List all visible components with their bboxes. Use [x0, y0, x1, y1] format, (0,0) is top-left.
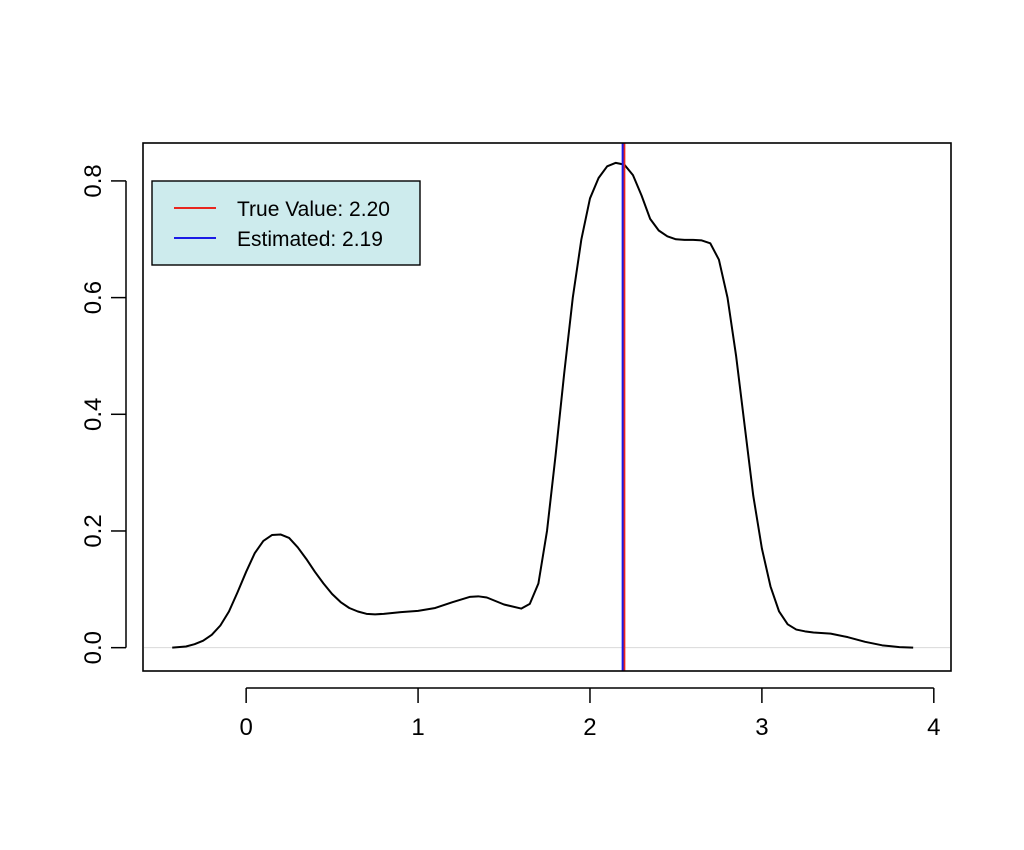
density-curve: [172, 161, 914, 649]
y-tick-label: 0.4: [80, 398, 107, 431]
y-tick-label: 0.2: [80, 514, 107, 547]
y-tick-label: 0.6: [80, 281, 107, 314]
legend-label-true-value: True Value: 2.20: [237, 198, 390, 221]
legend-label-estimated: Estimated: 2.19: [237, 228, 383, 251]
x-tick-label: 4: [927, 714, 940, 741]
legend-box: [151, 180, 421, 266]
x-tick-label: 1: [411, 714, 424, 741]
plot-frame: [142, 142, 952, 672]
x-tick-label: 0: [239, 714, 252, 741]
x-tick-label: 2: [583, 714, 596, 741]
x-tick-label: 3: [755, 714, 768, 741]
y-tick-label: 0.0: [80, 631, 107, 664]
y-tick-label: 0.8: [80, 164, 107, 197]
legend: True Value: 2.20 Estimated: 2.19: [151, 180, 421, 266]
